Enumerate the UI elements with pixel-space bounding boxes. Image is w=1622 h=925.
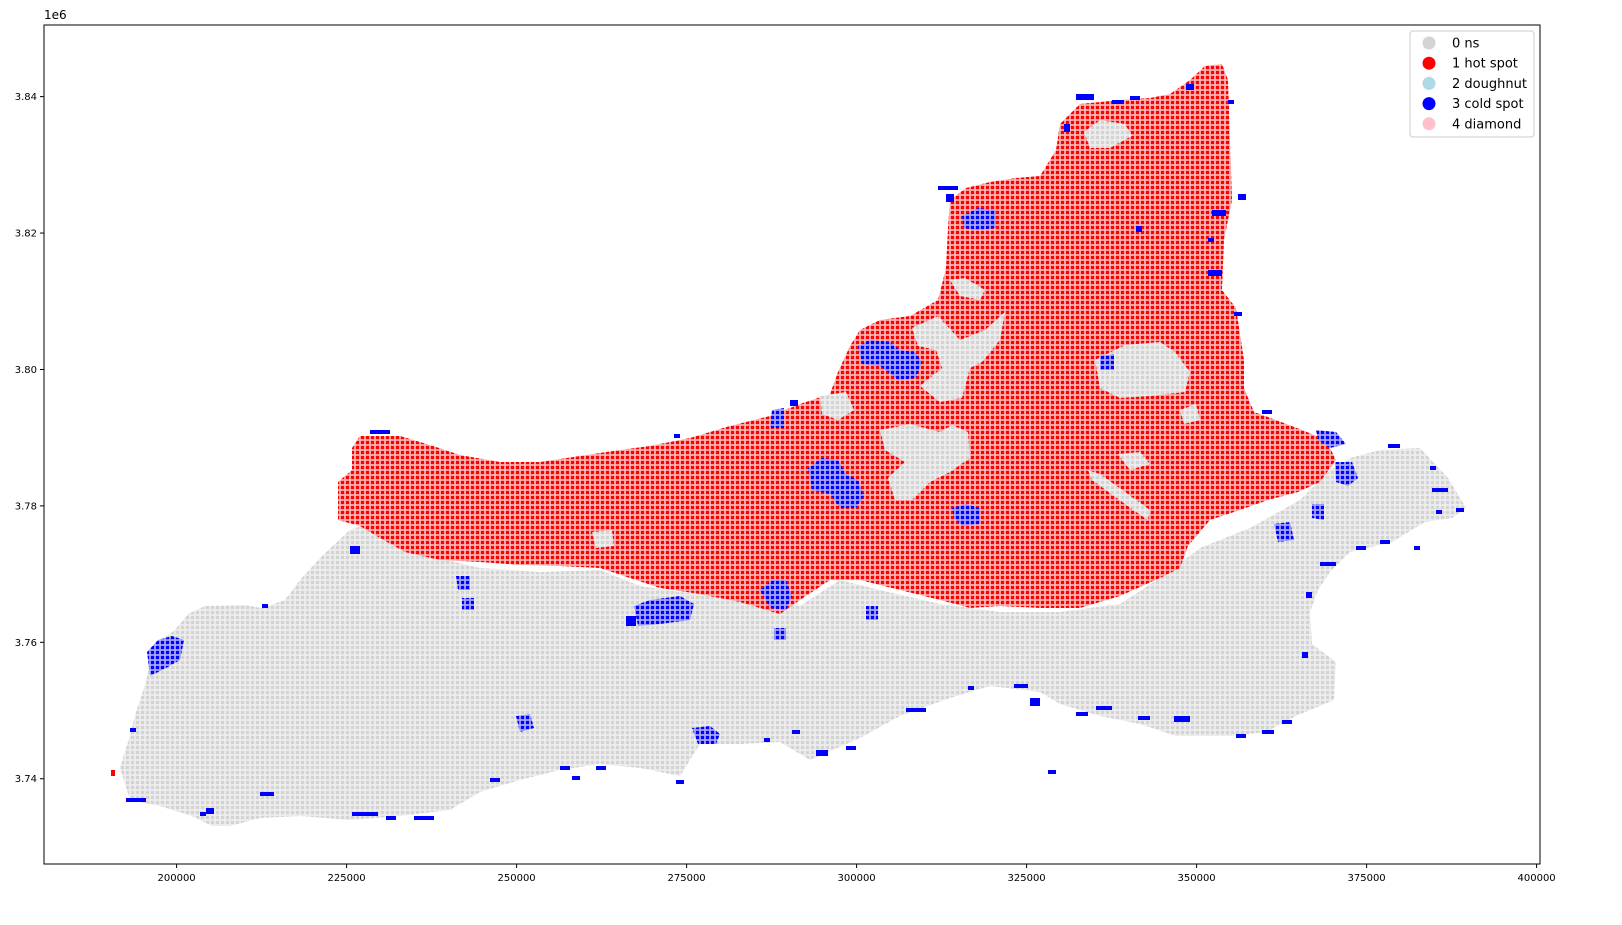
ns-island	[592, 530, 614, 548]
y-tick-label: 3.78	[15, 501, 37, 512]
x-tick-label: 225000	[328, 873, 366, 884]
cold-spot-cluster	[808, 458, 864, 508]
x-axis: 200000 225000 250000 275000 300000 325000 3500…	[158, 864, 1556, 884]
cold-spot-cluster	[1312, 504, 1324, 520]
legend-marker	[1422, 36, 1436, 50]
ns-island	[950, 278, 985, 300]
legend-label: 1 hot spot	[1452, 57, 1518, 72]
ns-island	[912, 312, 1005, 402]
y-tick-label: 3.84	[15, 92, 37, 103]
cold-spot-cluster	[760, 580, 792, 610]
cold-spot-cluster	[962, 208, 996, 230]
region-not-significant	[120, 448, 1466, 826]
hot-spot-cell	[111, 770, 115, 776]
legend-marker	[1422, 97, 1436, 111]
legend-items: 0 ns 1 hot spot 2 doughnut 3 cold spot 4 dia…	[1422, 36, 1527, 132]
y-tick-label: 3.74	[15, 774, 37, 785]
x-tick-label: 300000	[838, 873, 876, 884]
ns-island	[1088, 470, 1150, 520]
x-tick-label: 275000	[668, 873, 706, 884]
legend-marker	[1422, 76, 1436, 90]
y-tick-label: 3.82	[15, 229, 37, 240]
legend-item: 4 diamond	[1422, 117, 1521, 132]
ns-island	[820, 392, 854, 420]
legend-label: 2 doughnut	[1452, 77, 1527, 92]
x-tick-label: 350000	[1178, 873, 1216, 884]
cold-spot-cluster	[462, 598, 474, 610]
x-tick-label: 375000	[1348, 873, 1386, 884]
legend-label: 0 ns	[1452, 37, 1480, 52]
ns-island	[1095, 342, 1190, 398]
x-tick-label: 200000	[158, 873, 196, 884]
cold-spot-cluster	[858, 340, 922, 380]
legend-marker	[1422, 56, 1436, 70]
legend-item: 0 ns	[1422, 36, 1480, 52]
cold-spot-cluster	[1335, 462, 1358, 486]
cold-spot-cluster	[1274, 522, 1294, 542]
cold-spot-cluster	[1316, 430, 1346, 448]
legend-item: 2 doughnut	[1422, 76, 1527, 92]
axes-frame	[43, 24, 1541, 865]
y-axis: 3.74 3.76 3.78 3.80 3.82 3.84	[15, 92, 44, 785]
legend-item: 1 hot spot	[1422, 56, 1518, 72]
map-regions	[111, 64, 1466, 826]
x-tick-label: 325000	[1008, 873, 1046, 884]
x-tick-label: 400000	[1518, 873, 1556, 884]
ns-island	[1084, 120, 1132, 148]
legend-item: 3 cold spot	[1422, 97, 1524, 112]
region-hot-spot	[338, 64, 1336, 614]
cold-spot-cluster	[634, 596, 694, 626]
y-offset-label: 1e6	[44, 8, 67, 22]
x-tick-label: 250000	[498, 873, 536, 884]
legend-box	[1409, 30, 1535, 138]
cold-spot-cluster	[147, 636, 184, 676]
ns-island	[880, 424, 970, 500]
legend-label: 4 diamond	[1452, 117, 1521, 132]
cold-spot-cluster	[456, 576, 470, 590]
cold-spot-cluster	[516, 714, 534, 732]
legend-label: 3 cold spot	[1452, 97, 1524, 112]
y-tick-label: 3.76	[15, 638, 37, 649]
cold-spot-cluster	[774, 628, 786, 640]
ns-island	[1180, 404, 1200, 424]
cold-spot-cluster	[952, 504, 980, 526]
ns-island	[1118, 452, 1150, 470]
cold-spot-cluster	[770, 408, 784, 428]
cold-spot-cluster	[1100, 354, 1114, 370]
cold-spot-cluster	[692, 726, 720, 744]
cold-spot-edge-cells	[126, 84, 1464, 820]
legend-marker	[1422, 117, 1436, 131]
legend: 0 ns 1 hot spot 2 doughnut 3 cold spot 4 dia…	[1409, 30, 1535, 138]
cold-spot-cluster	[866, 606, 878, 620]
y-tick-label: 3.80	[15, 365, 37, 376]
